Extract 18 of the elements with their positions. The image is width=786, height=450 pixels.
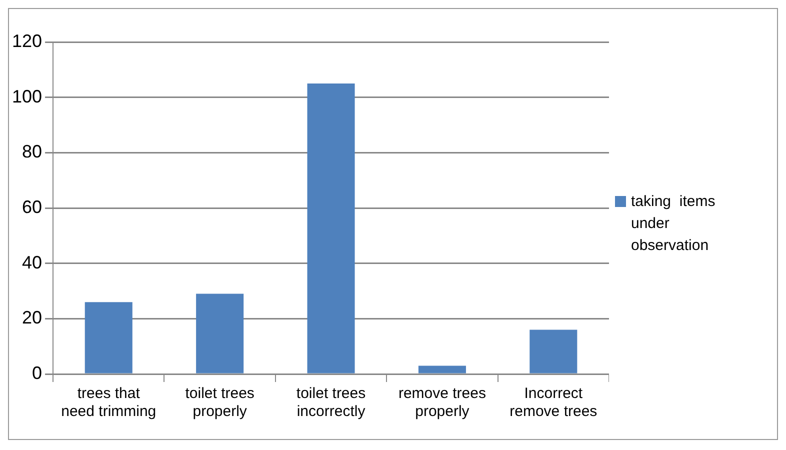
bar	[196, 294, 244, 374]
x-tick-label: toilet trees incorrectly	[296, 385, 366, 420]
x-tick-label: trees that need trimming	[61, 385, 156, 420]
x-tick-label: Incorrect remove trees	[510, 385, 598, 420]
y-tick-label: 120	[12, 30, 42, 51]
y-tick-label: 20	[22, 308, 42, 328]
bar	[84, 302, 132, 374]
bar	[418, 366, 466, 374]
y-tick-label: 100	[12, 86, 42, 106]
y-tick-label: 0	[32, 362, 42, 383]
bar	[530, 330, 578, 374]
y-tick-label: 60	[22, 196, 42, 217]
y-tick-label: 40	[22, 252, 42, 272]
bar	[307, 84, 355, 374]
legend-label: taking items under observation	[631, 192, 716, 256]
x-tick-label: toilet trees properly	[185, 385, 254, 420]
y-tick-label: 80	[22, 142, 42, 162]
x-tick-label: remove trees properly	[398, 385, 486, 420]
